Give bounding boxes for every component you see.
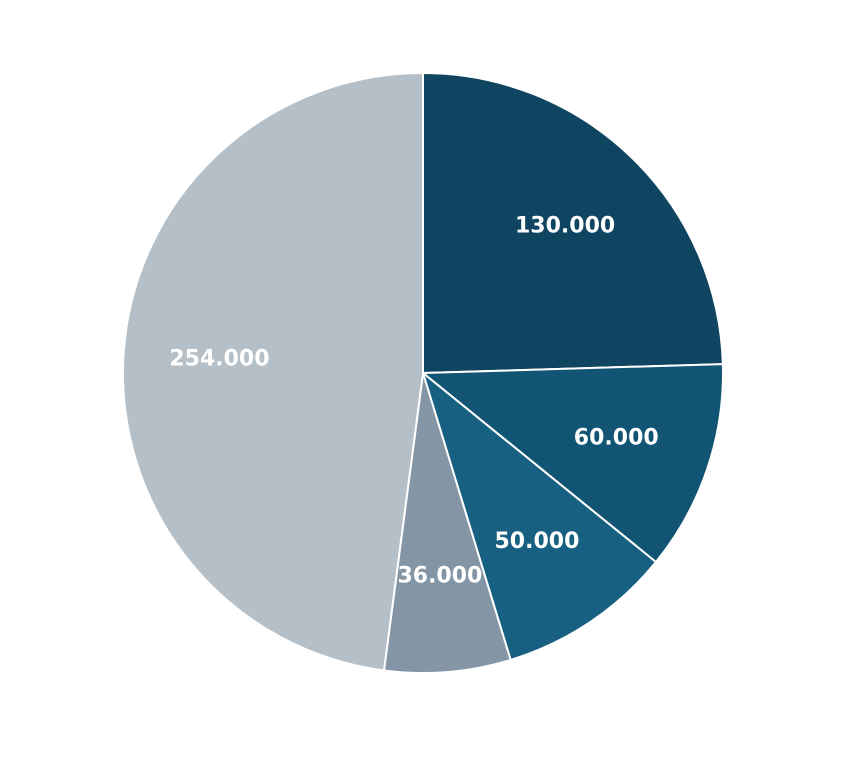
pie-slice [420, 363, 724, 564]
data-label: 60.000 [574, 425, 659, 450]
data-label: 130.000 [515, 214, 615, 239]
pie-slice [421, 370, 658, 662]
pie-slice [422, 71, 724, 375]
data-label: 36.000 [397, 563, 482, 588]
data-label: 50.000 [495, 529, 580, 554]
pie-slice [122, 71, 424, 672]
data-label: 254.000 [169, 347, 269, 372]
pie-slice [382, 372, 512, 674]
